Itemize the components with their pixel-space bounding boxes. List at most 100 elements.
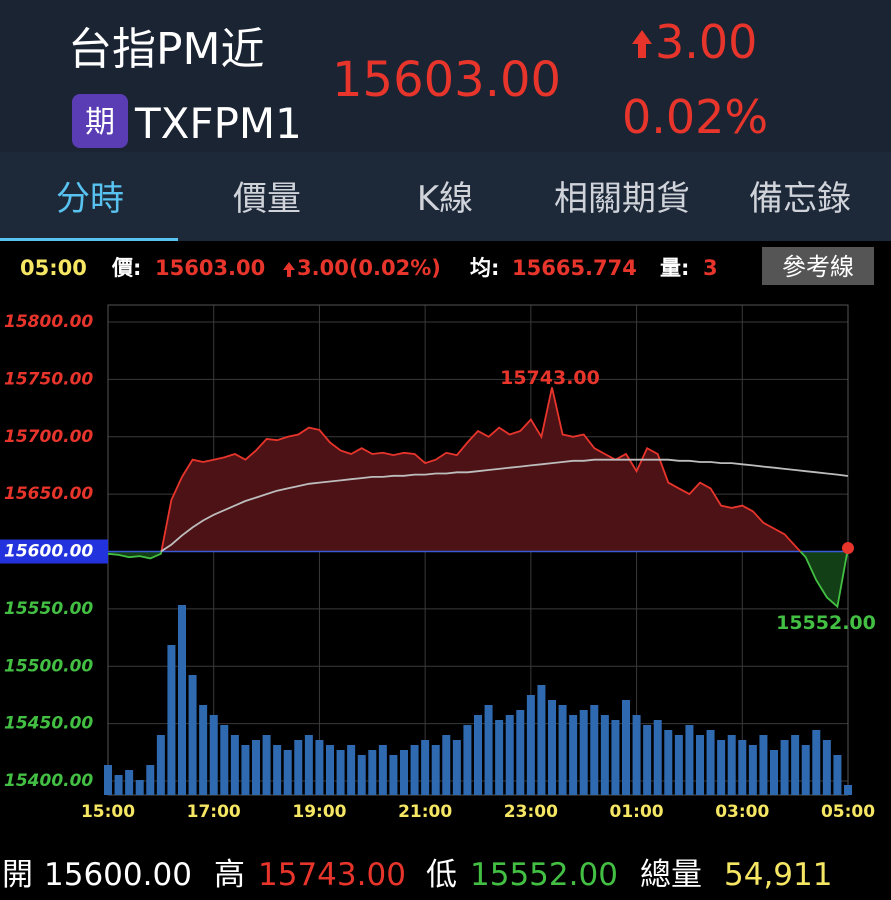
volume-bar bbox=[389, 755, 398, 795]
x-tick-label: 15:00 bbox=[81, 802, 135, 822]
badge-bg bbox=[72, 94, 128, 148]
y-tick-label: 15650.00 bbox=[4, 484, 93, 504]
tab-bar bbox=[0, 152, 891, 241]
volume-bar bbox=[252, 740, 260, 795]
info-bar: 05:00 價: 15603.00 3.00(0.02%) 均: 15665.7… bbox=[20, 256, 718, 280]
volume-bar bbox=[283, 750, 292, 795]
volume-bar bbox=[442, 735, 451, 795]
volume-bar bbox=[569, 715, 578, 795]
low-label: 低 bbox=[426, 857, 457, 893]
x-tick-label: 19:00 bbox=[292, 802, 346, 822]
x-tick-label: 23:00 bbox=[504, 802, 558, 822]
volume-bar bbox=[421, 740, 430, 795]
volume-bar bbox=[738, 740, 747, 795]
x-tick-label: 03:00 bbox=[715, 802, 769, 822]
volume-bar bbox=[452, 740, 461, 795]
volume-bar bbox=[822, 740, 831, 795]
volume-bar bbox=[516, 710, 525, 795]
info-price: 15603.00 bbox=[155, 256, 265, 280]
volume-bar bbox=[262, 735, 271, 795]
y-tick-label: 15500.00 bbox=[4, 656, 93, 676]
footer: 開 15600.00 高 15743.00 低 15552.00 總量 54,9… bbox=[2, 857, 832, 893]
volume-bar bbox=[463, 725, 472, 795]
volume-bar bbox=[685, 725, 694, 795]
info-time: 05:00 bbox=[20, 256, 87, 280]
volume-bar bbox=[611, 720, 620, 795]
y-tick-label: 15750.00 bbox=[4, 369, 93, 389]
tab[interactable]: K線 bbox=[417, 179, 473, 219]
volume-bar bbox=[114, 775, 123, 795]
volume-bar bbox=[336, 750, 345, 795]
volume-bar bbox=[622, 700, 630, 795]
volume-bar bbox=[474, 715, 482, 795]
x-tick-label: 01:00 bbox=[610, 802, 664, 822]
open-label: 開 bbox=[2, 857, 33, 893]
volume: 54,911 bbox=[724, 857, 832, 893]
tab[interactable]: 分時 bbox=[56, 179, 124, 219]
price-change: 3.00 bbox=[655, 15, 757, 69]
info-price-label: 價: bbox=[111, 256, 141, 280]
volume-bar bbox=[600, 715, 609, 795]
volume-bar bbox=[727, 735, 736, 795]
volume-bar bbox=[410, 745, 419, 795]
reference-button[interactable]: 參考線 bbox=[782, 253, 854, 281]
y-tick-label: 15450.00 bbox=[4, 714, 93, 734]
volume-bar bbox=[294, 740, 303, 795]
high: 15743.00 bbox=[258, 857, 406, 893]
open: 15600.00 bbox=[44, 857, 192, 893]
volume-bar bbox=[579, 710, 588, 795]
y-tick-label: 15800.00 bbox=[4, 312, 93, 332]
volume-bar bbox=[167, 645, 176, 795]
chart: 15800.00 15750.00 15700.00 15650.00 15600.00… bbox=[0, 304, 875, 822]
info-change: 3.00(0.02%) bbox=[297, 256, 441, 280]
tab[interactable]: 備忘錄 bbox=[749, 179, 851, 219]
volume-bar bbox=[770, 750, 778, 795]
volume-bar bbox=[199, 705, 208, 795]
volume-bar bbox=[146, 765, 155, 795]
info-avg: 15665.774 bbox=[512, 256, 637, 280]
volume-bar bbox=[230, 735, 239, 795]
volume-bar bbox=[801, 745, 810, 795]
price-change-pct: 0.02% bbox=[622, 90, 768, 144]
volume-bar bbox=[156, 735, 165, 795]
reference-button-bg[interactable] bbox=[762, 247, 874, 285]
volume-bar bbox=[220, 725, 229, 795]
x-tick-label: 21:00 bbox=[398, 802, 452, 822]
volume-bar bbox=[431, 745, 440, 795]
header-bg bbox=[0, 0, 891, 152]
volume-bar bbox=[368, 750, 377, 795]
volume-bar bbox=[653, 720, 662, 795]
volume-bar bbox=[844, 785, 852, 795]
up-arrow bbox=[632, 30, 652, 58]
volume-bar bbox=[748, 745, 757, 795]
high-label: 高 bbox=[214, 857, 245, 893]
volume-bar bbox=[326, 745, 334, 795]
tab[interactable]: 相關期貨 bbox=[554, 179, 690, 219]
price-area-up bbox=[108, 387, 848, 552]
volume-bar bbox=[706, 730, 715, 795]
volume-bar bbox=[104, 765, 112, 795]
badge: 期 bbox=[85, 105, 115, 140]
volume-bar bbox=[558, 705, 567, 795]
low: 15552.00 bbox=[470, 857, 618, 893]
last-price-dot bbox=[842, 542, 854, 555]
y-tick-label: 15400.00 bbox=[4, 771, 93, 791]
volume-bar bbox=[632, 715, 641, 795]
volume-bar bbox=[125, 770, 134, 795]
volume-bar bbox=[590, 705, 599, 795]
volume-bar bbox=[759, 735, 768, 795]
volume-bar bbox=[505, 715, 514, 795]
volume-bar bbox=[304, 735, 313, 795]
volume-bar bbox=[357, 755, 366, 795]
x-tick-label: 05:00 bbox=[821, 802, 875, 822]
volume-bar bbox=[643, 725, 652, 795]
volume-bar bbox=[664, 730, 673, 795]
y-tick-label: 15700.00 bbox=[4, 427, 93, 447]
volume-bar bbox=[188, 675, 197, 795]
info-vol: 3 bbox=[703, 256, 718, 280]
volume-bar bbox=[717, 740, 726, 795]
reference-label-bg bbox=[0, 539, 108, 564]
volume-bar bbox=[484, 705, 493, 795]
tab[interactable]: 價量 bbox=[233, 179, 301, 219]
volume-bar bbox=[548, 700, 556, 795]
